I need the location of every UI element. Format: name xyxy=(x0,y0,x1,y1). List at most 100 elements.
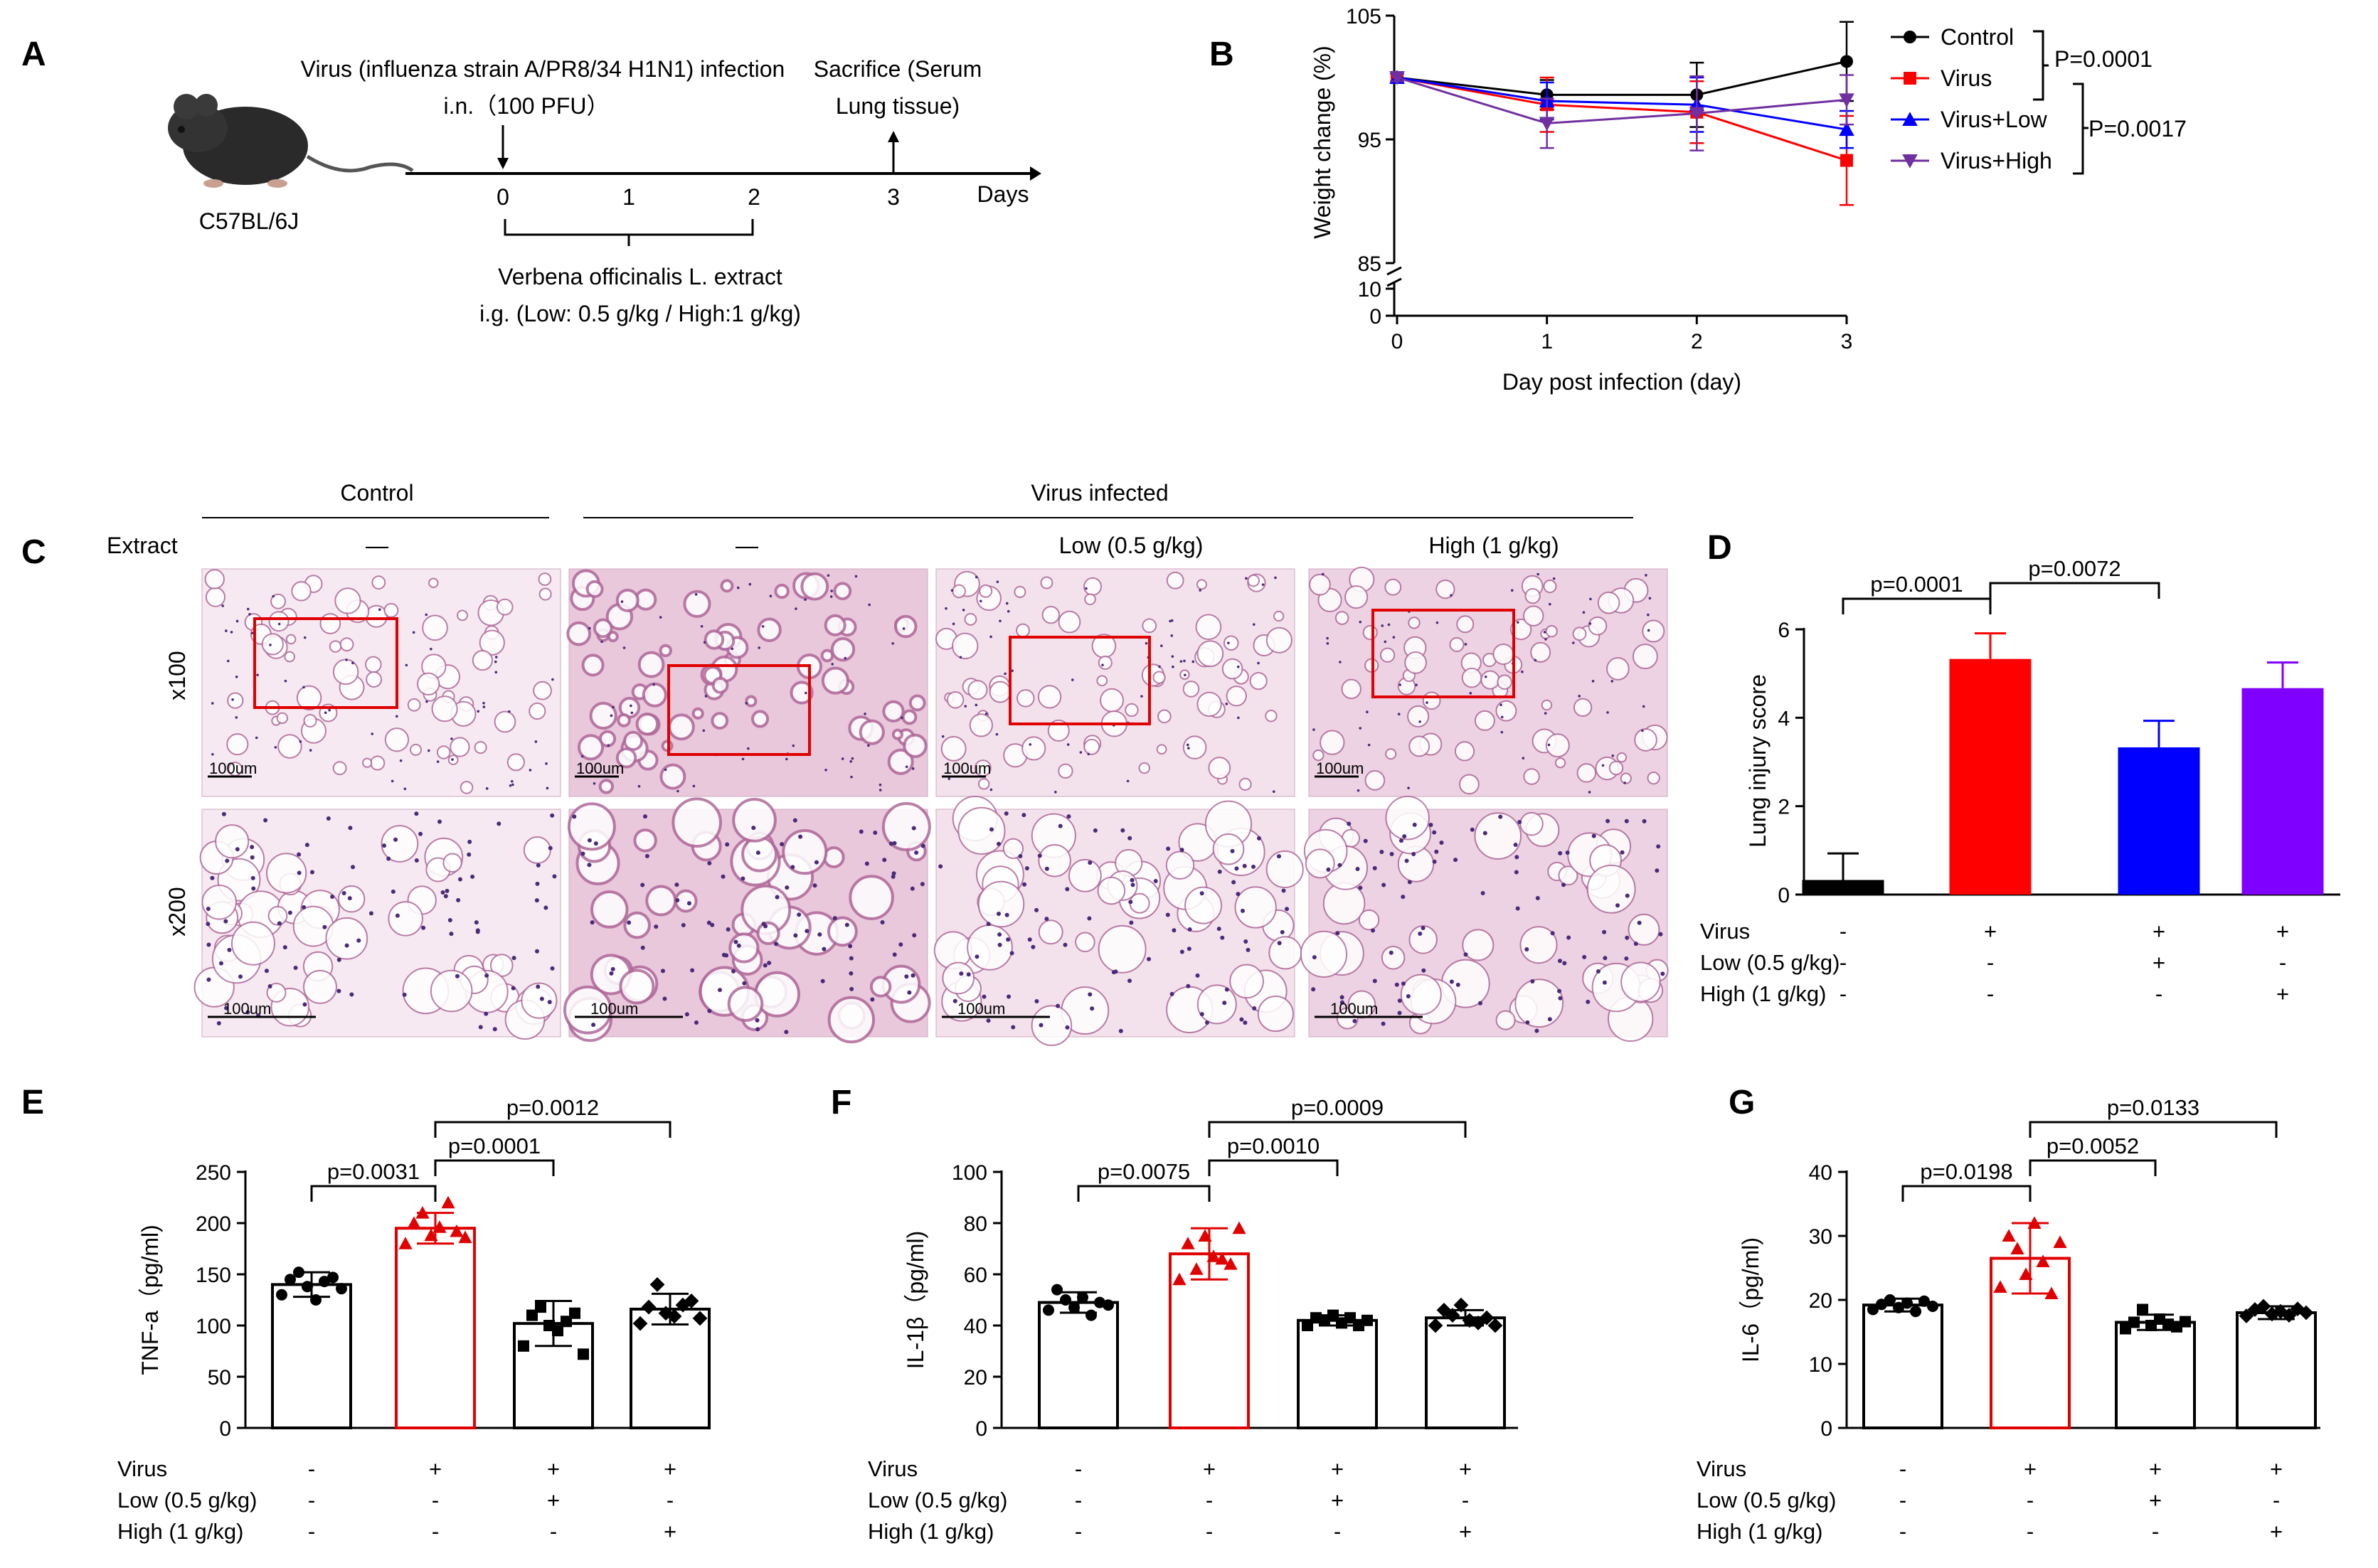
data-point xyxy=(1172,1272,1187,1286)
significance-bracket xyxy=(1901,1185,2032,1202)
nucleus xyxy=(804,598,807,601)
alveolus xyxy=(607,631,619,643)
x-tick-label: 0 xyxy=(1391,330,1403,353)
data-point xyxy=(336,1283,347,1295)
nucleus xyxy=(221,811,226,816)
nucleus xyxy=(1514,870,1519,875)
alveolus xyxy=(303,713,317,728)
nucleus xyxy=(546,786,549,790)
nucleus xyxy=(1552,577,1556,580)
nucleus xyxy=(755,850,760,855)
nucleus xyxy=(1359,620,1362,624)
alveolus xyxy=(1058,610,1081,634)
condition-value: + xyxy=(2153,919,2165,944)
nucleus xyxy=(610,714,613,718)
nucleus xyxy=(1402,834,1407,839)
condition-value: + xyxy=(2024,1456,2037,1481)
alveolus xyxy=(1364,770,1386,791)
condition-value: + xyxy=(2149,1456,2162,1481)
nucleus xyxy=(726,927,731,932)
y-tick-label: 100 xyxy=(196,1315,231,1338)
legend-marker xyxy=(1902,154,1918,169)
nucleus xyxy=(529,769,532,772)
panel-d-label: D xyxy=(1707,529,1732,567)
nucleus xyxy=(297,870,302,875)
alveolus xyxy=(881,802,931,852)
alveolus xyxy=(506,753,525,772)
nucleus xyxy=(997,911,1002,916)
alveolus xyxy=(711,712,729,730)
alveolus xyxy=(903,733,928,759)
timeline-tick-1: 1 xyxy=(622,184,635,210)
nucleus xyxy=(1428,823,1433,828)
nucleus xyxy=(1129,920,1134,925)
condition-label: Low (0.5 g/kg) xyxy=(868,1488,1007,1513)
nucleus xyxy=(1256,836,1261,841)
data-point xyxy=(1094,1296,1105,1308)
condition-value: + xyxy=(664,1456,676,1481)
alveolus xyxy=(1234,886,1277,929)
nucleus xyxy=(905,765,908,769)
nucleus xyxy=(854,575,858,578)
condition-value: + xyxy=(1203,1456,1216,1481)
nucleus xyxy=(274,746,277,749)
nucleus xyxy=(995,732,999,736)
nucleus xyxy=(1172,928,1177,933)
alveolus xyxy=(645,885,677,917)
alveolus xyxy=(1381,946,1406,970)
nucleus xyxy=(1199,1012,1204,1017)
nucleus xyxy=(1535,896,1540,901)
nucleus xyxy=(1199,589,1201,592)
y-tick-label: 50 xyxy=(208,1366,231,1390)
alveolus xyxy=(615,747,637,769)
alveolus xyxy=(1098,924,1147,974)
p-value-label: p=0.0010 xyxy=(1227,1134,1320,1158)
nucleus xyxy=(684,1012,689,1017)
data-point xyxy=(2053,1235,2067,1248)
nucleus xyxy=(989,827,994,832)
alveolus xyxy=(893,614,918,639)
alveolus xyxy=(642,682,667,708)
nucleus xyxy=(211,702,214,705)
nucleus xyxy=(1066,814,1071,819)
alveolus xyxy=(1362,624,1378,641)
p-value-label: p=0.0075 xyxy=(1098,1159,1190,1184)
nucleus xyxy=(414,858,419,863)
alveolus xyxy=(1041,605,1061,624)
data-point xyxy=(2002,1229,2016,1242)
nucleus xyxy=(336,957,341,962)
alveolus xyxy=(1196,640,1224,668)
nucleus xyxy=(755,1018,760,1023)
nucleus xyxy=(1558,996,1563,1001)
nucleus xyxy=(345,658,348,661)
data-point xyxy=(1689,107,1705,122)
condition-value: - xyxy=(2027,1519,2034,1544)
nucleus xyxy=(269,644,272,646)
nucleus xyxy=(1602,929,1607,934)
nucleus xyxy=(755,1027,760,1032)
alveolus xyxy=(270,593,286,609)
nucleus xyxy=(892,841,897,846)
nucleus xyxy=(255,736,258,740)
nucleus xyxy=(246,607,250,611)
nucleus xyxy=(941,735,945,738)
data-point xyxy=(2027,1216,2042,1229)
alveolus xyxy=(977,778,990,790)
nucleus xyxy=(1371,928,1376,933)
data-point xyxy=(450,1224,464,1237)
data-point xyxy=(1223,1257,1238,1270)
y-tick-label: 95 xyxy=(1358,129,1381,152)
nucleus xyxy=(1280,929,1285,934)
alveolus xyxy=(1588,616,1608,636)
nucleus xyxy=(880,919,885,924)
nucleus xyxy=(395,913,400,918)
condition-value: + xyxy=(1331,1488,1344,1513)
significance-bracket xyxy=(434,1159,555,1176)
nucleus xyxy=(303,636,307,639)
nucleus xyxy=(622,646,626,649)
condition-value: + xyxy=(2270,1519,2283,1544)
alveolus xyxy=(1408,735,1430,757)
mouse-strain-label: C57BL/6J xyxy=(199,208,299,234)
nucleus xyxy=(593,782,596,785)
nucleus xyxy=(1044,866,1049,871)
